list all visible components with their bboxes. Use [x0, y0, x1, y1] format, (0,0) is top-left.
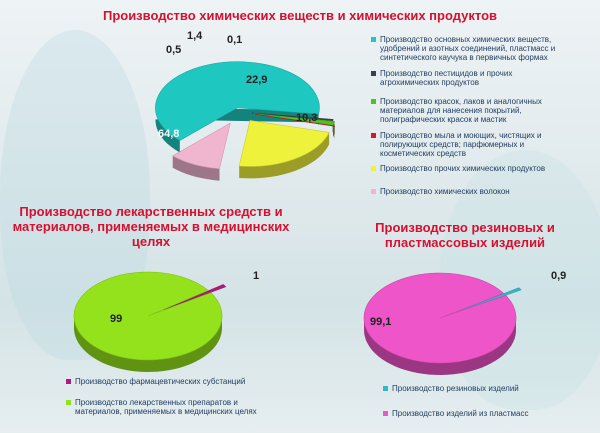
legend-swatch	[371, 166, 376, 172]
legend-label: Производство фармацевтических субстанций	[75, 377, 246, 386]
legend-swatch	[371, 132, 376, 138]
pie-slice	[172, 122, 231, 170]
pie-slice-side	[172, 155, 220, 181]
legend-label: Производство пестицидов и прочих агрохим…	[380, 68, 513, 87]
pie-slice	[162, 284, 227, 311]
pie-slice	[238, 120, 330, 167]
chart-medicines	[73, 271, 227, 372]
legend-swatch	[66, 400, 71, 406]
pie-slice	[255, 114, 336, 127]
data-label-0-9: 0,9	[551, 270, 567, 282]
legend-chemicals: Производство основных химических веществ…	[371, 35, 571, 202]
legend-item: Производство красок, лаков и аналогичных…	[371, 97, 571, 125]
legend-label: Производство красок, лаков и аналогичных…	[380, 96, 542, 125]
legend-swatch	[371, 98, 376, 104]
pie-slice-side	[239, 132, 330, 179]
pie-slice	[253, 113, 335, 126]
legend-item: Производство фармацевтических субстанций	[66, 377, 281, 386]
data-label-1: 1	[253, 270, 260, 282]
legend-item: Производство основных химических веществ…	[371, 35, 571, 63]
legend-label: Производство изделий из пластмасс	[392, 409, 529, 419]
data-label-10-3: 10,3	[296, 112, 318, 124]
pie-slice	[455, 287, 522, 313]
legend-label: Производство мыла и моющих, чистящих и п…	[380, 130, 542, 158]
legend-item: Производство изделий из пластмасс	[383, 409, 593, 418]
legend-label: Производство прочих химических продуктов	[380, 164, 546, 174]
legend-swatch	[66, 379, 71, 384]
legend-item: Производство лекарственных препаратов и …	[66, 398, 281, 416]
data-label-0-5: 0,5	[166, 44, 182, 56]
legend-swatch	[371, 37, 376, 42]
legend-swatch	[371, 70, 376, 76]
data-label-0-1: 0,1	[227, 34, 243, 46]
data-label-1-4: 1,4	[187, 30, 203, 42]
pie-slice	[155, 61, 320, 141]
chart-rubber-plastics	[363, 272, 522, 375]
chart-title-medicines: Производство лекарственных средств и мат…	[12, 204, 290, 249]
legend-medicines: Производство фармацевтических субстанций…	[66, 377, 281, 423]
pie-slice	[251, 112, 334, 122]
legend-item: Производство прочих химических продуктов	[371, 164, 571, 173]
pie-slice-side	[364, 317, 516, 375]
chart-chemicals	[155, 61, 336, 181]
pie-slice	[73, 271, 223, 361]
data-label-99: 99	[110, 313, 123, 325]
legend-label: Производство лекарственных препаратов и …	[75, 398, 257, 417]
legend-item: Производство мыла и моющих, чистящих и п…	[371, 131, 571, 159]
legend-swatch	[371, 189, 376, 195]
pie-slice-side	[333, 121, 335, 138]
legend-item: Производство резиновых изделий	[383, 384, 593, 393]
legend-item: Производство пестицидов и прочих агрохим…	[371, 69, 571, 87]
legend-label: Производство химических волокон	[380, 187, 510, 197]
legend-label: Производство резиновых изделий	[392, 384, 519, 393]
data-label-64-8: 64,8	[158, 128, 180, 140]
chart-title-chemicals: Производство химических веществ и химиче…	[102, 8, 498, 23]
data-label-99-1: 99,1	[370, 316, 392, 328]
legend-item: Производство химических волокон	[371, 187, 571, 196]
chart-title-rubber-plastics: Производство резиновых и пластмассовых и…	[375, 220, 555, 250]
data-label-22-9: 22,9	[246, 74, 268, 86]
legend-label: Производство основных химических веществ…	[380, 35, 556, 63]
pie-slice-side	[74, 316, 222, 372]
pie-slice	[363, 272, 517, 364]
legend-rubber-plastics: Производство резиновых изделий Производс…	[383, 384, 593, 424]
legend-swatch	[383, 411, 388, 417]
legend-swatch	[383, 386, 388, 391]
